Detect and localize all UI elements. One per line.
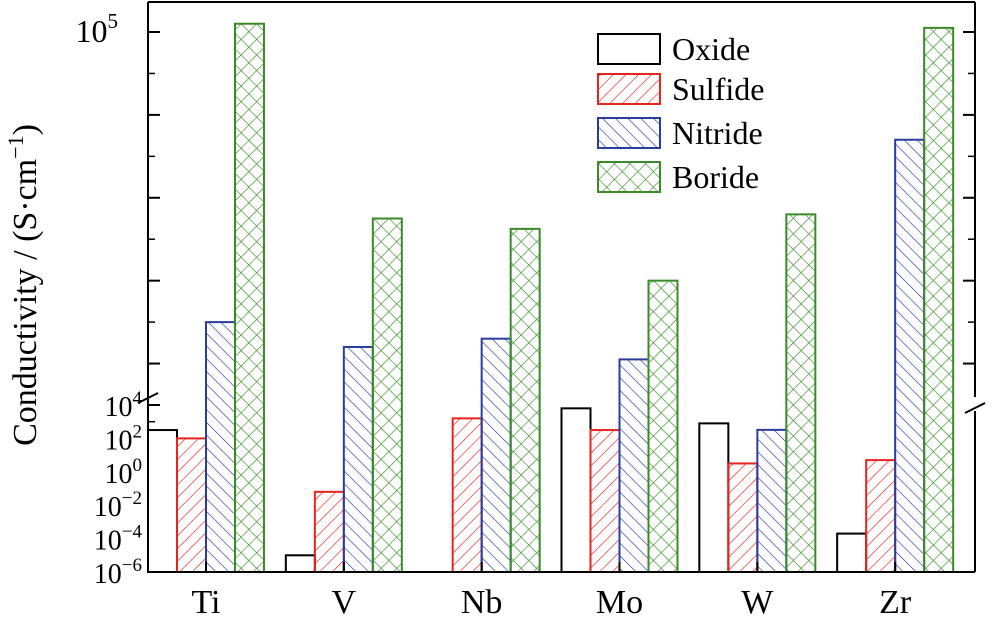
legend-swatch-nitride: [597, 117, 661, 149]
bar-sulfide-nb: [451, 417, 483, 573]
bar-sulfide-mo: [589, 429, 621, 573]
y-axis-upper-ticks: [148, 31, 975, 365]
bar-nitride-ti: [205, 321, 236, 573]
legend-item-nitride: Nitride: [597, 115, 763, 151]
legend-swatch-oxide: [597, 33, 661, 65]
bar-sulfide-zr: [865, 459, 897, 573]
y-tick-label: 10−4: [94, 522, 143, 557]
bar-boride-mo: [647, 279, 679, 573]
bar-nitride-nb: [480, 337, 512, 574]
y-tick-label: 104: [105, 388, 143, 423]
bar-boride-w: [785, 213, 817, 573]
x-tick-label-v: V: [332, 584, 357, 620]
bar-nitride-mo: [618, 358, 650, 573]
legend-label-boride: Boride: [672, 159, 759, 195]
bar-oxide-v: [284, 554, 316, 573]
legend-item-oxide: Oxide: [597, 31, 750, 67]
bar-oxide-w: [698, 422, 730, 573]
bar-boride-ti: [234, 22, 265, 573]
y-tick-label: 10−6: [94, 555, 142, 590]
bar-oxide-ti: [147, 429, 178, 573]
bar-boride-v: [371, 217, 403, 573]
legend-label-nitride: Nitride: [672, 115, 763, 151]
plot-frame: [137, 1, 986, 573]
bar-oxide-zr: [836, 532, 868, 574]
y-tick-label: 102: [105, 421, 143, 456]
legend-label-oxide: Oxide: [672, 31, 750, 67]
bar-boride-zr: [923, 26, 955, 574]
bar-oxide-mo: [560, 407, 592, 573]
y-tick-label: 10−2: [94, 488, 142, 523]
legend-swatch-boride: [597, 161, 661, 193]
x-tick-label-ti: Ti: [191, 584, 220, 620]
x-tick-label-mo: Mo: [596, 584, 643, 620]
axis-break-mark: [964, 402, 986, 414]
bar-sulfide-ti: [176, 437, 207, 573]
x-axis-labels: Ti V Nb Mo W Zr: [191, 562, 912, 620]
bar-nitride-w: [756, 428, 788, 573]
legend: Oxide Sulfide Nitride Boride: [597, 31, 764, 195]
bars-group: [147, 22, 955, 574]
bar-sulfide-v: [313, 490, 345, 573]
y-tick-label: 100: [105, 455, 143, 490]
legend-label-sulfide: Sulfide: [672, 71, 764, 107]
x-tick-label-nb: Nb: [461, 584, 503, 620]
bar-boride-nb: [509, 227, 541, 573]
axis-break-mark: [137, 392, 159, 404]
legend-item-boride: Boride: [597, 159, 759, 195]
legend-item-sulfide: Sulfide: [597, 71, 764, 107]
bar-nitride-zr: [894, 138, 926, 573]
y-tick-label-upper: 105: [76, 9, 119, 49]
y-axis-label: Conductivity / (S·cm−1): [3, 124, 44, 446]
bar-sulfide-w: [727, 462, 759, 574]
legend-swatch-sulfide: [597, 73, 661, 105]
x-tick-label-zr: Zr: [879, 584, 912, 620]
x-tick-label-w: W: [741, 584, 774, 620]
bar-nitride-v: [342, 345, 374, 573]
